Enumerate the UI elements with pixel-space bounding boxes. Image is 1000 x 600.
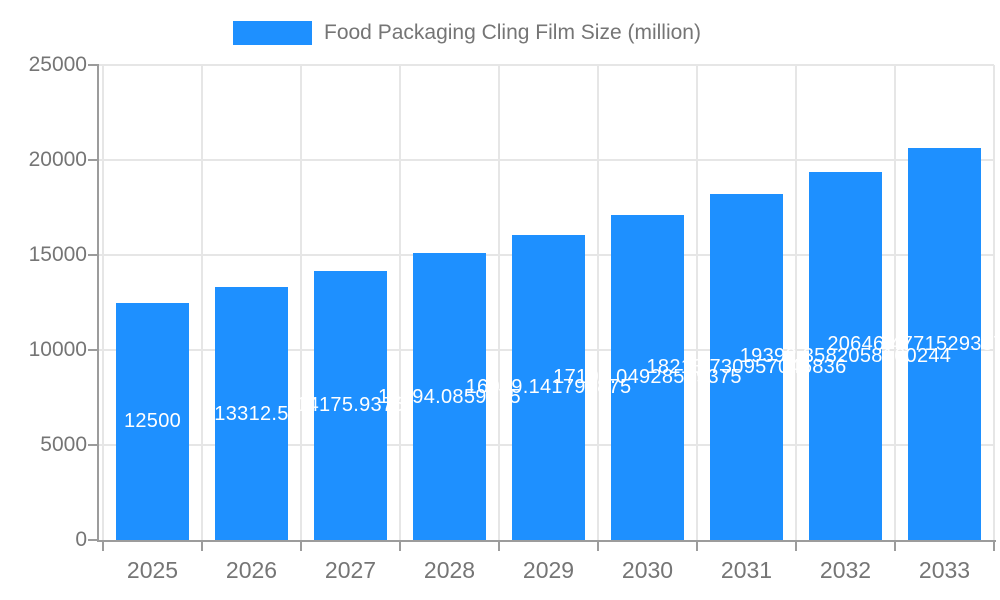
gridline-vertical bbox=[795, 65, 797, 540]
x-axis-tick-label: 2032 bbox=[819, 557, 872, 583]
x-tick-mark bbox=[795, 540, 797, 551]
gridline-vertical bbox=[399, 65, 401, 540]
bar[interactable] bbox=[215, 287, 288, 540]
y-axis-tick-label: 5000 bbox=[40, 433, 87, 456]
x-axis-tick-label: 2028 bbox=[423, 557, 476, 583]
gridline-vertical bbox=[201, 65, 203, 540]
y-tick-mark bbox=[88, 64, 99, 66]
y-tick-mark bbox=[88, 254, 99, 256]
y-axis-tick-label: 10000 bbox=[28, 338, 87, 361]
bar[interactable] bbox=[314, 270, 387, 540]
gridline-vertical bbox=[993, 65, 995, 540]
x-tick-mark bbox=[993, 540, 995, 551]
gridline-vertical bbox=[102, 65, 104, 540]
gridline-vertical bbox=[498, 65, 500, 540]
bar[interactable] bbox=[611, 214, 684, 540]
x-tick-mark bbox=[696, 540, 698, 551]
bar[interactable] bbox=[512, 234, 585, 540]
x-tick-mark bbox=[498, 540, 500, 551]
y-tick-mark bbox=[88, 159, 99, 161]
x-tick-mark bbox=[597, 540, 599, 551]
gridline-vertical bbox=[696, 65, 698, 540]
x-axis-line bbox=[97, 540, 996, 542]
y-tick-mark bbox=[88, 539, 99, 541]
x-axis-tick-label: 2026 bbox=[225, 557, 278, 583]
x-tick-mark bbox=[300, 540, 302, 551]
x-axis-tick-label: 2025 bbox=[126, 557, 179, 583]
bar[interactable] bbox=[710, 193, 783, 540]
y-tick-mark bbox=[88, 349, 99, 351]
x-tick-mark bbox=[894, 540, 896, 551]
bar[interactable] bbox=[908, 147, 981, 540]
legend-series-label[interactable]: Food Packaging Cling Film Size (million) bbox=[324, 21, 701, 44]
bar[interactable] bbox=[809, 171, 882, 540]
y-axis-tick-label: 25000 bbox=[28, 53, 87, 76]
y-axis-line bbox=[97, 65, 99, 542]
x-tick-mark bbox=[399, 540, 401, 551]
y-axis-tick-label: 0 bbox=[75, 528, 87, 551]
gridline-horizontal bbox=[99, 159, 994, 161]
y-axis-tick-label: 15000 bbox=[28, 243, 87, 266]
x-axis-tick-label: 2031 bbox=[720, 557, 773, 583]
x-axis-tick-label: 2030 bbox=[621, 557, 674, 583]
y-tick-mark bbox=[88, 444, 99, 446]
x-tick-mark bbox=[102, 540, 104, 551]
bar[interactable] bbox=[413, 253, 486, 540]
gridline-vertical bbox=[597, 65, 599, 540]
bar[interactable] bbox=[116, 302, 189, 540]
gridline-vertical bbox=[300, 65, 302, 540]
x-axis-tick-label: 2029 bbox=[522, 557, 575, 583]
y-axis-tick-label: 20000 bbox=[28, 148, 87, 171]
legend: Food Packaging Cling Film Size (million) bbox=[0, 0, 1000, 56]
gridline-vertical bbox=[894, 65, 896, 540]
x-tick-mark bbox=[201, 540, 203, 551]
x-axis-tick-label: 2033 bbox=[918, 557, 971, 583]
legend-swatch[interactable] bbox=[233, 21, 312, 45]
gridline-horizontal bbox=[99, 64, 994, 66]
x-axis-tick-label: 2027 bbox=[324, 557, 377, 583]
